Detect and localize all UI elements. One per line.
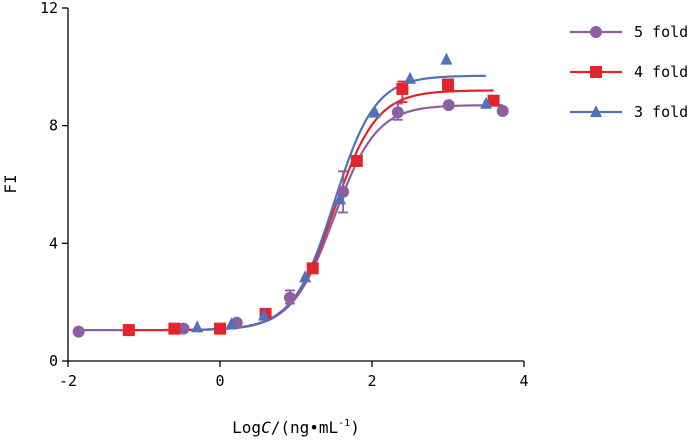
legend-swatch-marker-2 — [590, 105, 602, 118]
y-tick-label-3: 12 — [40, 0, 58, 17]
legend-label-0: 5 fold — [634, 23, 688, 41]
x-axis-title-superscript: -1 — [338, 418, 350, 429]
point-1-8 — [487, 94, 500, 107]
x-axis-title-unit: /(ng•mL — [271, 418, 338, 437]
point-0-2 — [177, 322, 190, 335]
legend-label-1: 4 fold — [634, 63, 688, 81]
x-axis-title-suffix: ) — [350, 418, 360, 437]
point-0-0 — [72, 325, 85, 338]
point-0-4 — [283, 291, 296, 304]
point-1-4 — [306, 262, 319, 275]
legend-swatch-marker-0 — [590, 26, 602, 38]
axes — [67, 8, 524, 362]
fit-curve-1 — [128, 89, 494, 332]
point-2-4 — [334, 192, 347, 205]
x-tick-label-0: -2 — [59, 372, 77, 390]
x-tick-label-2: 2 — [367, 372, 376, 390]
y-axis-title: FI — [1, 174, 20, 193]
y-tick-label-1: 4 — [49, 234, 58, 252]
x-axis-title-prefix: Log — [232, 418, 261, 437]
point-2-8 — [480, 96, 492, 109]
point-0-7 — [442, 99, 455, 112]
fit-curve-2 — [197, 74, 487, 331]
point-2-1 — [225, 317, 238, 330]
legend-label-2: 3 fold — [634, 103, 688, 121]
point-0-8 — [496, 104, 509, 117]
x-tick-label-1: 0 — [215, 372, 224, 390]
legend-item-0: 5 fold — [570, 23, 688, 41]
point-2-6 — [404, 71, 416, 84]
point-1-7 — [442, 78, 454, 91]
data-points — [72, 52, 509, 338]
y-tick-label-0: 0 — [49, 352, 58, 370]
legend-swatch-marker-1 — [590, 66, 602, 78]
point-1-0 — [122, 324, 135, 337]
x-axis-title-italic: C — [261, 418, 271, 437]
point-2-0 — [191, 320, 204, 333]
point-1-5 — [350, 154, 363, 167]
point-1-1 — [168, 322, 181, 335]
point-0-6 — [391, 106, 404, 119]
x-tick-label-3: 4 — [519, 372, 528, 390]
point-1-2 — [214, 322, 226, 335]
point-2-3 — [299, 270, 312, 283]
point-2-5 — [369, 105, 382, 118]
y-tick-label-2: 8 — [49, 117, 58, 135]
point-2-7 — [440, 52, 453, 65]
legend: 5 fold 4 fold 3 fold — [570, 23, 688, 121]
legend-item-2: 3 fold — [570, 103, 688, 121]
point-1-6 — [396, 82, 409, 95]
legend-item-1: 4 fold — [570, 63, 688, 81]
x-axis-title: LogC/(ng•mL-1) — [232, 418, 360, 437]
point-2-2 — [258, 308, 271, 321]
